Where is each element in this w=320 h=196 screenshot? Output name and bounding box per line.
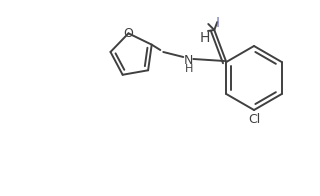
Text: O: O xyxy=(124,27,133,40)
Text: Cl: Cl xyxy=(248,113,260,125)
Text: N: N xyxy=(184,54,193,66)
Text: I: I xyxy=(216,16,220,30)
Text: H: H xyxy=(185,64,194,74)
Text: H: H xyxy=(200,31,210,45)
